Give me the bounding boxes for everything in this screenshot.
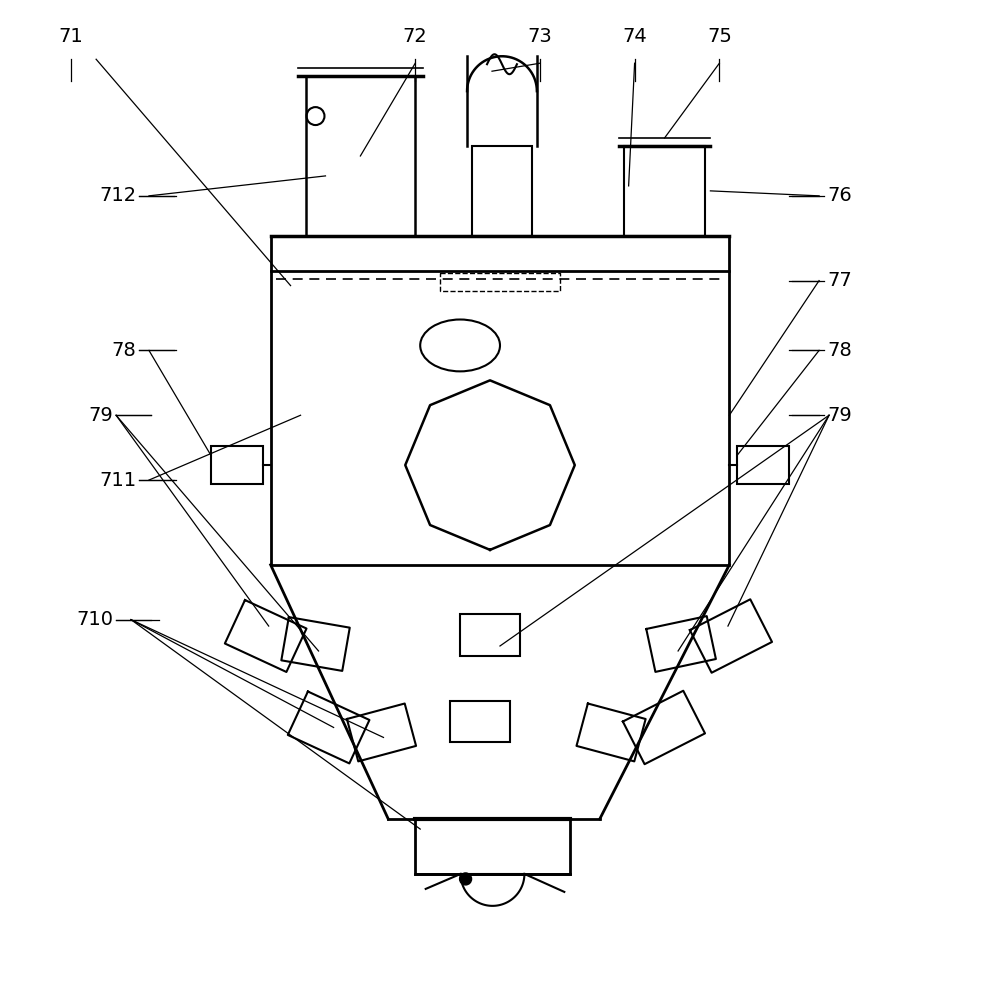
Bar [460,614,520,656]
Bar [211,446,263,484]
Bar [305,76,415,236]
Text: 711: 711 [99,471,136,490]
Bar [415,819,570,874]
Bar [440,273,560,291]
Text: 79: 79 [827,406,852,425]
Bar [623,146,706,236]
Text: 78: 78 [827,341,852,360]
Text: 712: 712 [99,186,136,205]
Text: 71: 71 [58,27,83,46]
Text: 72: 72 [403,27,427,46]
Text: 79: 79 [88,406,113,425]
Text: 75: 75 [707,27,731,46]
Text: 76: 76 [827,186,852,205]
Text: 710: 710 [76,610,113,629]
Bar [737,446,789,484]
Bar [472,146,532,236]
Text: 77: 77 [827,271,852,290]
Text: 78: 78 [111,341,136,360]
Text: 73: 73 [527,27,552,46]
Text: 74: 74 [622,27,647,46]
Circle shape [460,873,472,885]
Bar [450,701,510,742]
Bar [271,236,729,565]
